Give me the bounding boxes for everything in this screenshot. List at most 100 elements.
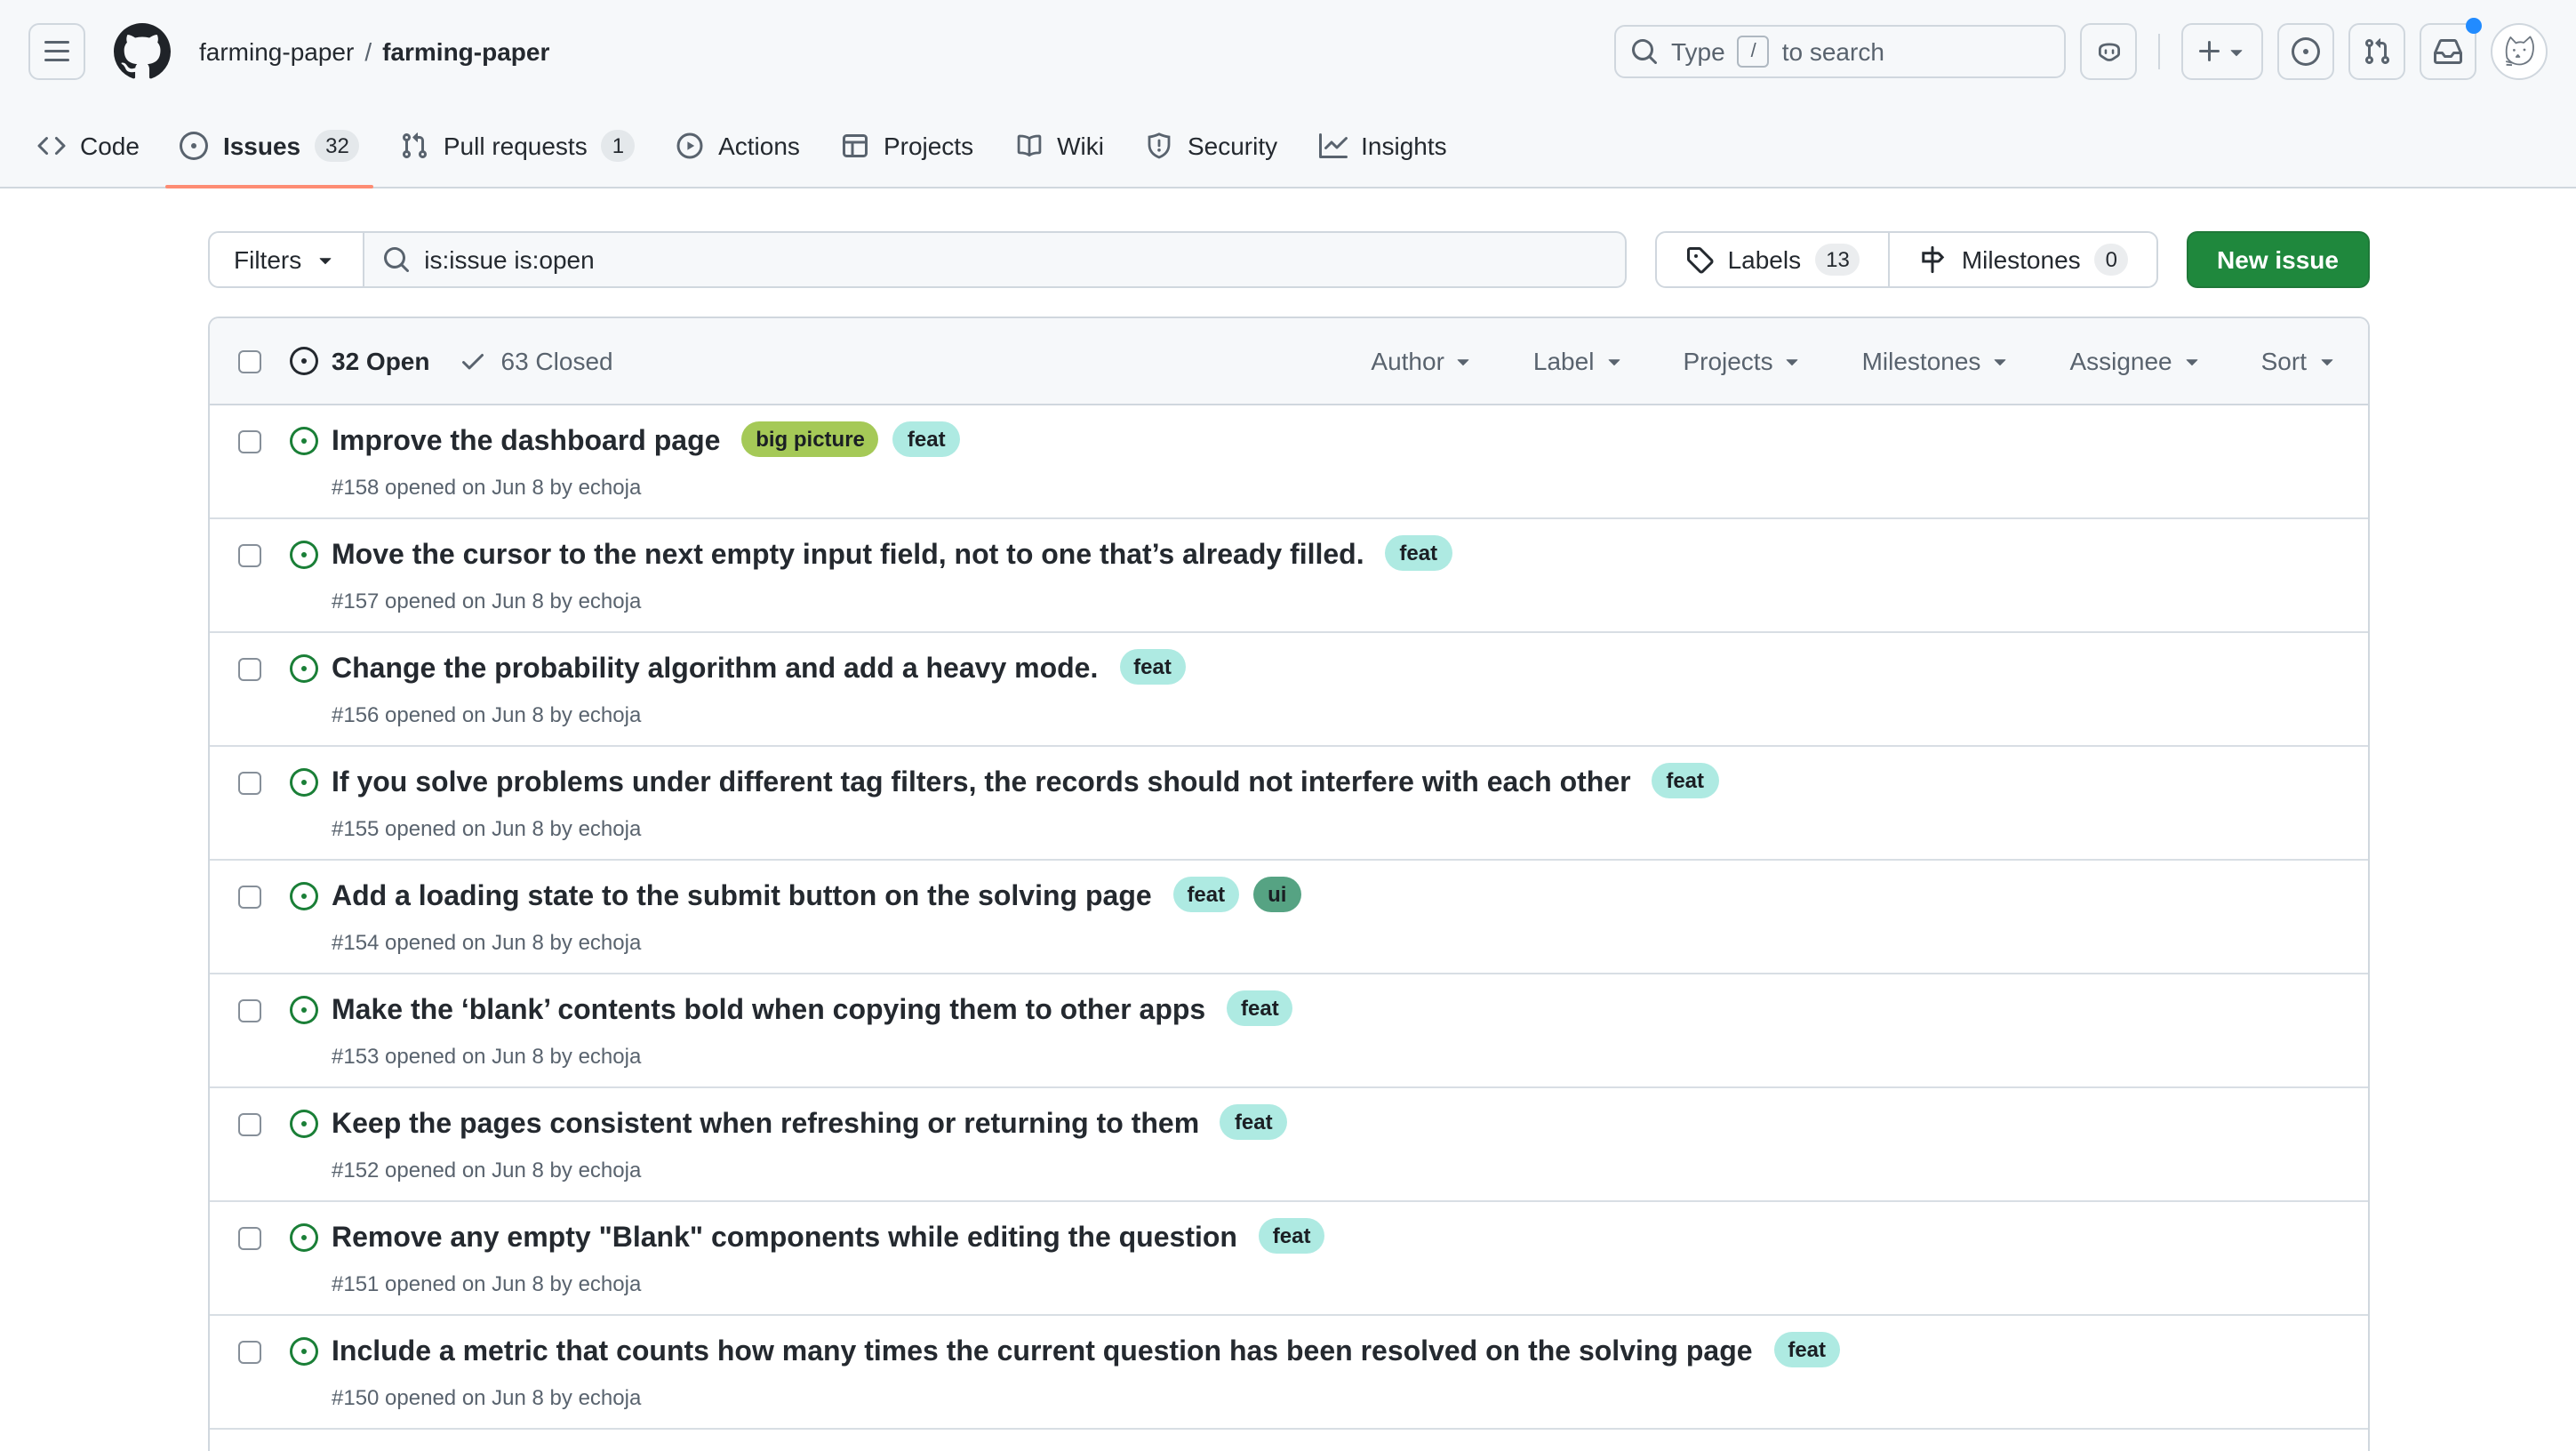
closed-issues-toggle[interactable]: 63 Closed — [459, 347, 613, 375]
issues-toolbar: Filters is:issue is:open Labels 13 — [207, 231, 2369, 288]
filters-dropdown-button[interactable]: Filters — [207, 231, 364, 288]
tab-security[interactable]: Security — [1131, 103, 1292, 187]
create-new-button[interactable] — [2181, 23, 2263, 80]
avatar[interactable] — [2491, 23, 2548, 80]
github-mark-icon — [114, 23, 171, 80]
book-icon — [1014, 131, 1043, 159]
issue-row-checkbox[interactable] — [237, 1113, 260, 1136]
issue-row: Include a metric that counts how many ti… — [209, 1314, 2367, 1428]
issue-row-checkbox[interactable] — [237, 658, 260, 681]
breadcrumb-repo[interactable]: farming-paper — [382, 37, 550, 66]
issue-meta: #156 opened on Jun 8 by echoja — [332, 702, 642, 727]
issue-row: Improve the dashboard page big picture fe… — [209, 405, 2367, 517]
hamburger-menu-button[interactable] — [28, 23, 85, 80]
issue-label-feat[interactable]: feat — [1119, 649, 1186, 685]
tab-code[interactable]: Code — [23, 103, 154, 187]
issue-row: Change the probability algorithm and add… — [209, 631, 2367, 745]
issue-label-feat[interactable]: feat — [1227, 990, 1293, 1026]
issue-row-checkbox[interactable] — [237, 1227, 260, 1250]
issue-open-icon — [289, 654, 317, 683]
tab-wiki[interactable]: Wiki — [1000, 103, 1118, 187]
issue-row: Make the ‘blank’ contents bold when copy… — [209, 973, 2367, 1086]
unread-notification-dot — [2466, 18, 2482, 34]
issue-title[interactable]: Keep the pages consistent when refreshin… — [332, 1110, 1200, 1140]
copilot-icon — [2093, 36, 2124, 67]
issues-list: 32 Open 63 Closed Author Label Projects … — [207, 317, 2369, 1451]
tag-icon — [1685, 245, 1714, 274]
issue-title[interactable]: Include a metric that counts how many ti… — [332, 1337, 1753, 1367]
issue-row-checkbox[interactable] — [237, 886, 260, 909]
github-logo[interactable] — [114, 23, 171, 80]
issue-title[interactable]: Move the cursor to the next empty input … — [332, 541, 1364, 571]
list-filter-assignee[interactable]: Assignee — [2041, 347, 2232, 375]
tab-label: Issues — [222, 131, 301, 159]
list-filter-sort[interactable]: Sort — [2233, 347, 2339, 375]
issue-meta: #150 opened on Jun 8 by echoja — [332, 1385, 642, 1410]
open-issues-toggle[interactable]: 32 Open — [289, 347, 430, 375]
issue-label-feat[interactable]: feat — [1220, 1104, 1287, 1140]
issue-label-ui[interactable]: ui — [1253, 877, 1301, 912]
tab-label: Pull requests — [443, 131, 588, 159]
select-all-checkbox[interactable] — [237, 349, 260, 373]
list-filter-milestones[interactable]: Milestones — [1834, 347, 2042, 375]
issue-open-icon — [289, 1110, 317, 1138]
issue-label-feat[interactable]: feat — [1172, 877, 1240, 912]
copilot-button[interactable] — [2080, 23, 2137, 80]
code-icon — [37, 131, 66, 159]
tab-label: Security — [1187, 131, 1278, 159]
issue-row-checkbox[interactable] — [237, 999, 260, 1022]
table-icon — [841, 131, 869, 159]
issue-label-feat[interactable]: feat — [1385, 535, 1452, 571]
issue-open-icon — [289, 882, 317, 910]
issue-meta: #153 opened on Jun 8 by echoja — [332, 1044, 642, 1069]
issue-meta: #158 opened on Jun 8 by echoja — [332, 475, 642, 500]
header-divider — [2158, 34, 2160, 69]
tab-actions[interactable]: Actions — [661, 103, 814, 187]
issue-row-checkbox[interactable] — [237, 544, 260, 567]
issue-row-checkbox[interactable] — [237, 772, 260, 795]
list-filter-author[interactable]: Author — [1342, 347, 1505, 375]
issue-meta: #152 opened on Jun 8 by echoja — [332, 1158, 642, 1182]
issue-label-feat[interactable]: feat — [1258, 1218, 1325, 1254]
issue-label-feat[interactable]: feat — [1773, 1332, 1841, 1367]
user-avatar-cat-image — [2491, 23, 2548, 80]
issue-meta: #151 opened on Jun 8 by echoja — [332, 1271, 642, 1296]
global-search-input[interactable]: Type / to search — [1614, 25, 2066, 78]
your-issues-button[interactable] — [2277, 23, 2334, 80]
inbox-icon — [2434, 37, 2462, 66]
tab-insights[interactable]: Insights — [1304, 103, 1461, 187]
graph-icon — [1318, 131, 1348, 159]
issue-title[interactable]: If you solve problems under different ta… — [332, 768, 1631, 798]
issue-title[interactable]: Improve the dashboard page — [332, 427, 721, 457]
issue-title[interactable]: Change the probability algorithm and add… — [332, 654, 1099, 685]
issues-search-input[interactable]: is:issue is:open — [364, 231, 1627, 288]
issue-row: Add a loading state to the submit button… — [209, 859, 2367, 973]
tab-pull-requests[interactable]: Pull requests 1 — [387, 103, 649, 187]
issue-open-icon — [289, 1223, 317, 1252]
labels-button[interactable]: Labels 13 — [1657, 233, 1889, 286]
issue-label-feat[interactable]: feat — [1652, 763, 1719, 798]
global-header: farming-paper / farming-paper Type / to … — [0, 0, 2576, 103]
issue-label-big-picture[interactable]: big picture — [741, 421, 879, 457]
tab-projects[interactable]: Projects — [827, 103, 988, 187]
your-pull-requests-button[interactable] — [2348, 23, 2405, 80]
issue-title[interactable]: Make the ‘blank’ contents bold when copy… — [332, 996, 1206, 1026]
milestones-button[interactable]: Milestones 0 — [1888, 233, 2156, 286]
breadcrumb-owner[interactable]: farming-paper — [199, 37, 355, 66]
issue-row-checkbox[interactable] — [237, 1341, 260, 1364]
issue-row-checkbox[interactable] — [237, 430, 260, 453]
issue-row: If you solve problems under different ta… — [209, 745, 2367, 859]
list-filter-label[interactable]: Label — [1505, 347, 1655, 375]
issue-label-feat[interactable]: feat — [892, 421, 960, 457]
search-icon — [381, 245, 410, 274]
notifications-button[interactable] — [2420, 23, 2476, 80]
tab-label: Insights — [1361, 131, 1447, 159]
tab-issues[interactable]: Issues 32 — [165, 103, 374, 188]
tab-label: Wiki — [1057, 131, 1104, 159]
issue-title[interactable]: Remove any empty "Blank" components whil… — [332, 1223, 1237, 1254]
chevron-down-icon — [1988, 349, 2012, 373]
list-filter-projects[interactable]: Projects — [1654, 347, 1833, 375]
new-issue-button[interactable]: New issue — [2187, 231, 2369, 288]
issue-title[interactable]: Add a loading state to the submit button… — [332, 882, 1152, 912]
issue-opened-icon — [2292, 37, 2320, 66]
